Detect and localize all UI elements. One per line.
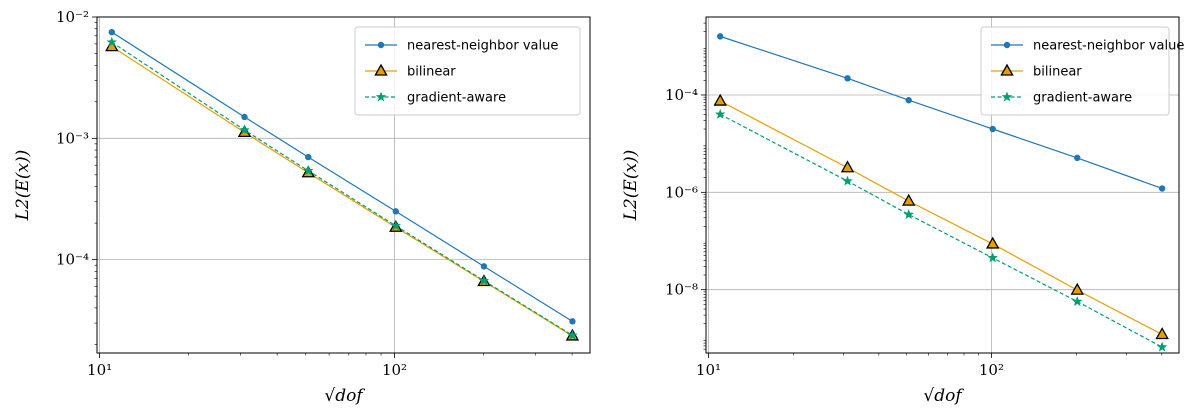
data-point xyxy=(903,209,914,219)
x-tick-label: 10² xyxy=(382,361,407,379)
legend-label: bilinear xyxy=(1033,65,1082,80)
x-axis-label: √dof xyxy=(324,386,365,406)
data-point xyxy=(478,275,490,286)
legend-label: gradient-aware xyxy=(407,91,506,106)
y-tick-label: 10⁻⁴ xyxy=(56,251,89,269)
legend-swatch-marker xyxy=(377,41,385,49)
y-axis-label: L2(E(x)) xyxy=(621,150,641,222)
data-point xyxy=(106,36,118,47)
y-tick-label: 10⁻⁸ xyxy=(665,281,698,299)
series-line-1 xyxy=(111,31,573,322)
y-tick-label: 10⁻⁴ xyxy=(665,86,698,104)
legend-box xyxy=(980,26,1170,116)
data-point xyxy=(1158,185,1166,192)
data-point xyxy=(241,113,248,121)
chart-1: 10¹ 10² 10⁻⁴ 10⁻³ 10⁻² √dof L2(E(x)) nearest-ne… xyxy=(13,8,591,406)
legend-swatch-marker xyxy=(374,63,388,76)
data-point xyxy=(390,220,402,231)
y-tick-label: 10⁻⁶ xyxy=(665,183,698,201)
data-point xyxy=(239,124,250,135)
data-point xyxy=(1072,296,1083,307)
series-line-2 xyxy=(111,46,573,337)
series-line-2 xyxy=(719,100,1163,336)
data-point xyxy=(392,208,400,215)
x-tick-label: 10¹ xyxy=(696,361,721,379)
legend-box xyxy=(354,26,581,116)
data-point xyxy=(569,318,576,325)
series-line-3 xyxy=(719,113,1163,348)
data-point xyxy=(987,252,998,263)
legend-swatch-marker xyxy=(1001,91,1013,102)
y-tick-label: 10⁻² xyxy=(56,8,89,26)
plot-frame xyxy=(705,16,1180,354)
data-point xyxy=(1155,327,1169,340)
legend-label: nearest-neighbor value xyxy=(1033,39,1184,54)
series-line-1 xyxy=(720,35,1163,190)
data-point xyxy=(1070,282,1084,295)
x-tick-label: 10¹ xyxy=(87,361,112,379)
plot-frame xyxy=(96,16,591,354)
data-point xyxy=(714,108,726,119)
x-tick-label: 10² xyxy=(979,361,1004,379)
legend-swatch-marker xyxy=(1003,41,1011,49)
chart-2: 10¹ 10² 10⁻⁸ 10⁻⁶ 10⁻⁴ √dof L2(E(x)) nearest-ne… xyxy=(621,16,1184,406)
data-point xyxy=(1074,154,1081,162)
legend-label: nearest-neighbor value xyxy=(407,39,558,54)
data-point xyxy=(567,329,578,340)
data-point xyxy=(305,153,312,161)
data-point xyxy=(480,263,488,270)
data-point xyxy=(716,33,724,40)
legend-label: gradient-aware xyxy=(1033,91,1132,106)
series-line-3 xyxy=(111,41,573,336)
data-point xyxy=(108,28,115,36)
data-point xyxy=(1156,341,1168,352)
data-point xyxy=(905,97,912,104)
data-point xyxy=(901,193,916,206)
y-axis-label: L2(E(x)) xyxy=(13,150,33,222)
legend-swatch-marker xyxy=(375,91,387,102)
data-point xyxy=(985,236,1000,249)
legend: nearest-neighbor value bilinear gradient-a… xyxy=(354,26,581,116)
x-axis-label: √dof xyxy=(923,386,964,406)
data-point xyxy=(844,75,851,82)
legend-swatch-marker xyxy=(1000,63,1014,76)
data-point xyxy=(713,93,727,106)
data-point xyxy=(989,125,996,133)
data-point xyxy=(303,165,314,176)
data-point xyxy=(840,160,855,173)
y-tick-label: 10⁻³ xyxy=(56,129,89,147)
data-point xyxy=(842,175,853,186)
legend-label: bilinear xyxy=(407,65,456,80)
legend: nearest-neighbor value bilinear gradient-a… xyxy=(980,26,1184,116)
